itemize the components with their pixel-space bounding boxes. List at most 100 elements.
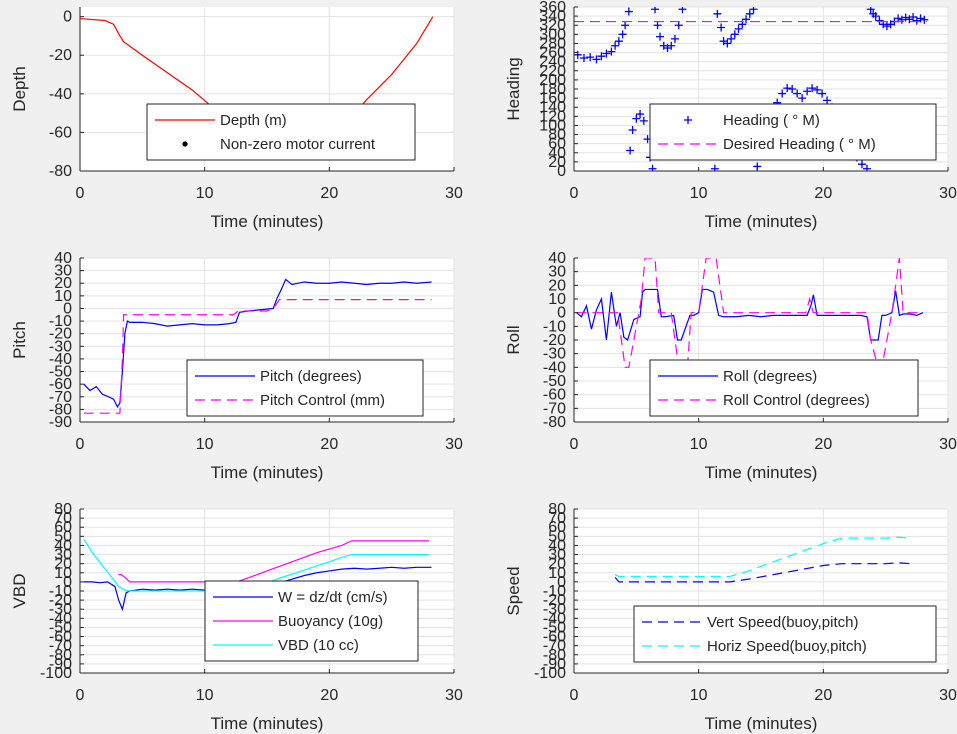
y-tick-label: -70: [543, 400, 566, 417]
data-point: [778, 89, 787, 98]
data-point: [651, 7, 660, 14]
panel-vbd: 80706050403020100-10-20-30-40-50-60-70-8…: [10, 501, 463, 733]
data-point: [862, 164, 871, 171]
x-axis-label: Time (minutes): [211, 463, 324, 482]
y-tick-label: 20: [54, 556, 72, 573]
data-point: [653, 21, 662, 30]
y-tick-label: 30: [54, 547, 72, 564]
y-tick-label: -30: [49, 601, 72, 618]
y-tick-label: -90: [49, 656, 72, 673]
x-axis-label: Time (minutes): [211, 714, 324, 733]
y-tick-label: -20: [543, 592, 566, 609]
y-tick-label: 0: [63, 300, 72, 317]
y-tick-label: 30: [54, 263, 72, 280]
data-point: [866, 7, 875, 14]
y-tick-label: 220: [539, 63, 566, 80]
y-tick-label: -60: [49, 124, 72, 141]
data-point: [793, 89, 802, 98]
y-tick-label: -30: [543, 346, 566, 363]
data-point: [745, 9, 754, 18]
y-tick-label: -20: [49, 592, 72, 609]
y-axis-label: VBD: [10, 574, 29, 609]
y-tick-label: 240: [539, 54, 566, 71]
y-tick-label: -60: [49, 629, 72, 646]
y-tick-label: 30: [548, 264, 566, 281]
data-point: [730, 30, 739, 39]
legend-box: [649, 103, 937, 161]
x-tick-label: 30: [445, 436, 463, 453]
legend: Depth (m) Non-zero motor current: [146, 103, 416, 161]
x-axis-label: Time (minutes): [705, 714, 818, 733]
y-tick-label: 10: [54, 288, 72, 305]
x-tick-label: 20: [814, 185, 832, 202]
y-tick-label: -10: [543, 583, 566, 600]
y-tick-label: 70: [54, 510, 72, 527]
y-tick-label: -40: [543, 610, 566, 627]
y-tick-label: 320: [539, 17, 566, 34]
data-point: [636, 110, 645, 119]
y-tick-label: -40: [49, 86, 72, 103]
data-point: [723, 39, 732, 48]
data-point: [909, 13, 918, 22]
y-tick-label: -50: [49, 619, 72, 636]
data-line: [83, 278, 432, 409]
series-group: [83, 278, 432, 414]
panel-heading: 0204060801001201401601802002202402602803…: [504, 0, 957, 231]
legend-label: Heading ( ° M): [723, 112, 820, 129]
data-line: [118, 540, 430, 583]
y-tick-label: -70: [49, 389, 72, 406]
data-point: [624, 7, 633, 16]
data-point: [788, 85, 797, 93]
data-point: [783, 84, 792, 93]
y-tick-label: 80: [54, 501, 72, 518]
legend-box: [186, 359, 424, 417]
legend-label: Pitch (degrees): [260, 368, 362, 385]
legend-marker: [182, 141, 188, 147]
data-point: [713, 9, 722, 18]
y-tick-label: -40: [49, 610, 72, 627]
y-tick-label: 70: [548, 510, 566, 527]
panel-speed: 80706050403020100-10-20-30-40-50-60-70-8…: [504, 501, 957, 733]
y-tick-label: 0: [557, 305, 566, 322]
legend-label: VBD (10 cc): [278, 637, 359, 654]
x-tick-label: 20: [814, 436, 832, 453]
data-point: [611, 41, 620, 50]
y-axis-label: Roll: [504, 325, 523, 354]
data-point: [818, 89, 827, 98]
legend-label: Desired Heading ( ° M): [723, 136, 876, 153]
y-tick-label: -30: [49, 338, 72, 355]
data-point: [803, 87, 812, 96]
data-point: [734, 24, 743, 33]
x-tick-label: 0: [76, 185, 85, 202]
data-point: [753, 162, 762, 171]
x-axis-label: Time (minutes): [705, 212, 818, 231]
y-tick-label: -80: [543, 647, 566, 664]
y-tick-label: 20: [548, 556, 566, 573]
data-point: [808, 84, 817, 93]
data-point: [727, 34, 736, 43]
y-tick-label: -90: [49, 414, 72, 431]
data-point: [813, 85, 822, 94]
y-tick-label: -10: [49, 313, 72, 330]
y-tick-label: 40: [548, 537, 566, 554]
y-tick-label: -80: [49, 163, 72, 180]
y-tick-label: -70: [543, 638, 566, 655]
y-tick-label: 80: [548, 501, 566, 518]
y-tick-label: -20: [49, 47, 72, 64]
x-tick-label: 0: [76, 436, 85, 453]
y-tick-label: -10: [49, 583, 72, 600]
x-tick-label: 0: [76, 687, 85, 704]
x-tick-label: 10: [690, 185, 708, 202]
y-tick-label: -60: [543, 629, 566, 646]
data-point: [875, 16, 884, 25]
data-point: [656, 32, 665, 41]
y-tick-label: 300: [539, 26, 566, 43]
y-tick-label: -40: [543, 359, 566, 376]
data-point: [632, 114, 641, 123]
y-tick-label: -70: [49, 638, 72, 655]
legend: Heading ( ° M) Desired Heading ( ° M): [649, 103, 937, 161]
y-tick-label: 360: [539, 0, 566, 16]
data-point: [648, 164, 657, 171]
